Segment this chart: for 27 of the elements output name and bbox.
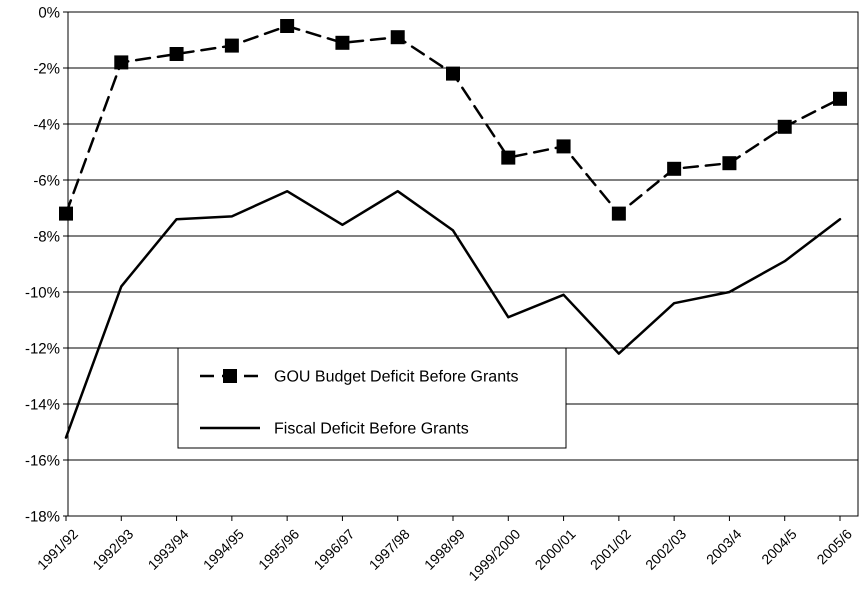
y-tick-label: -16% xyxy=(24,452,60,470)
point xyxy=(446,66,460,81)
point xyxy=(280,19,294,33)
y-tick-label: -4% xyxy=(33,116,60,134)
y-tick-label: -10% xyxy=(24,284,60,302)
y-tick-label: -18% xyxy=(24,508,60,526)
y-tick-label: -14% xyxy=(24,396,60,414)
y-tick-label: -8% xyxy=(33,228,60,246)
point xyxy=(114,55,128,70)
point xyxy=(556,139,571,154)
point xyxy=(612,206,626,221)
legend-label: Fiscal Deficit Before Grants xyxy=(274,420,469,438)
y-tick-label: -2% xyxy=(33,60,60,78)
y-tick-label: -12% xyxy=(24,340,60,358)
point xyxy=(833,92,847,106)
point xyxy=(667,162,682,176)
point xyxy=(778,120,792,134)
y-tick-label: -6% xyxy=(33,172,60,190)
point xyxy=(170,47,184,61)
point xyxy=(390,30,405,44)
point xyxy=(501,150,516,165)
y-tick-label: 0% xyxy=(38,4,60,22)
point xyxy=(224,38,239,53)
point xyxy=(335,36,350,50)
point xyxy=(722,156,736,170)
legend-label: GOU Budget Deficit Before Grants xyxy=(274,368,519,386)
point xyxy=(59,206,73,221)
